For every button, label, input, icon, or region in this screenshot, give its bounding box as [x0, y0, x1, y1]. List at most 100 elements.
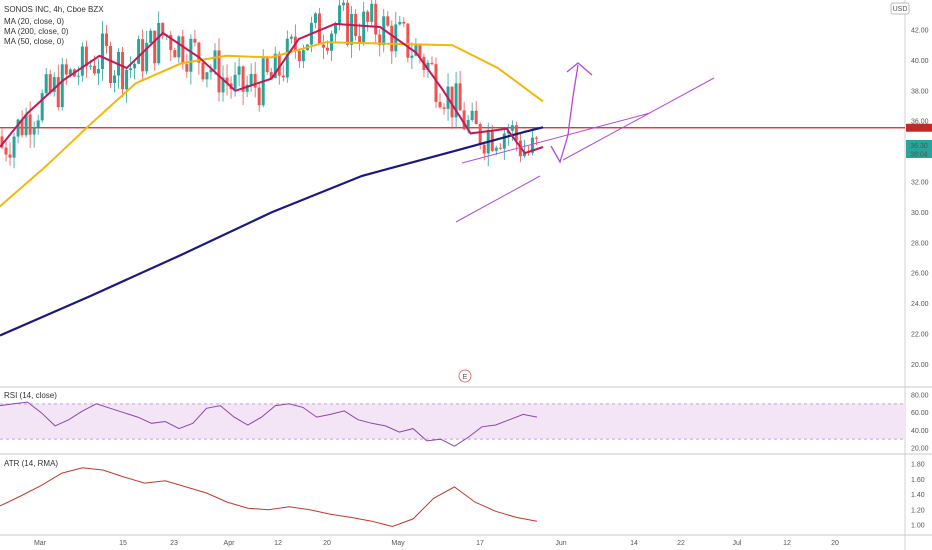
- candle-body: [173, 50, 177, 58]
- candle-body: [350, 14, 354, 45]
- candle-body: [205, 72, 209, 80]
- atr-title: ATR (14, RMA): [4, 459, 58, 468]
- candle-body: [442, 107, 446, 109]
- candle-body: [366, 11, 370, 22]
- candle-body: [502, 133, 506, 149]
- time-tick-label: 12: [783, 540, 791, 547]
- candle-body: [169, 34, 173, 51]
- candle-body: [265, 58, 269, 73]
- candle-body: [301, 50, 305, 62]
- candle-body: [185, 64, 189, 72]
- atr-tick-label: 1.60: [911, 477, 925, 484]
- price-tick-label: 38.00: [911, 88, 929, 95]
- candle-body: [153, 30, 157, 64]
- candle-body: [494, 147, 498, 151]
- candle-body: [157, 22, 161, 64]
- candle-body: [181, 36, 185, 65]
- rsi-tick-label: 20.00: [911, 446, 929, 453]
- price-tick-label: 30.00: [911, 210, 929, 217]
- candle-body: [209, 69, 213, 73]
- atr-tick-label: 1.00: [911, 523, 925, 530]
- candle-body: [40, 93, 44, 121]
- time-tick-label: May: [391, 540, 405, 547]
- wedge-lower-line: [455, 175, 541, 223]
- candle-body: [36, 120, 40, 128]
- ma200-line: [0, 126, 544, 337]
- support-price-label: 35.57: [910, 125, 928, 132]
- candle-body: [338, 5, 342, 25]
- candle-body: [414, 45, 418, 56]
- candle-body: [482, 144, 486, 154]
- candle-body: [141, 39, 145, 72]
- candle-body: [257, 87, 261, 106]
- time-tick-label: 14: [630, 540, 638, 547]
- candle-body: [466, 120, 470, 130]
- candle-body: [145, 42, 149, 72]
- candle-body: [402, 21, 406, 24]
- candle-body: [313, 13, 317, 23]
- candle-body: [281, 75, 285, 78]
- candle-body: [225, 77, 229, 84]
- candle-body: [245, 84, 249, 92]
- candle-body: [426, 62, 430, 70]
- candle-body: [56, 77, 60, 108]
- time-tick-label: 20: [831, 540, 839, 547]
- candle-body: [241, 66, 245, 92]
- candle-body: [470, 110, 474, 121]
- candle-body: [534, 137, 538, 139]
- candle-body: [189, 38, 193, 72]
- rsi-tick-label: 80.00: [911, 393, 929, 400]
- price-tick-label: 22.00: [911, 332, 929, 339]
- candle-body: [277, 53, 281, 76]
- time-tick-label: 22: [677, 540, 685, 547]
- candle-body: [370, 3, 374, 22]
- price-tick-label: 32.00: [911, 180, 929, 187]
- candle-body: [297, 50, 301, 62]
- candle-body: [193, 38, 197, 43]
- candle-body: [221, 77, 225, 93]
- candle-body: [76, 75, 80, 77]
- candle-body: [177, 36, 181, 58]
- candle-body: [530, 137, 534, 153]
- rsi-line: [0, 401, 538, 447]
- time-tick-label: Apr: [224, 540, 236, 547]
- candle-body: [410, 55, 414, 58]
- projection-path: [550, 64, 579, 164]
- candle-body: [346, 2, 350, 45]
- earnings-marker: [458, 369, 472, 383]
- candle-body: [28, 114, 32, 135]
- last-price-sub-label: 38:04: [910, 152, 928, 159]
- price-tick-label: 36.00: [911, 119, 929, 126]
- candle-body: [8, 154, 12, 158]
- candle-body: [398, 21, 402, 25]
- candle-body: [125, 69, 129, 90]
- indicator-legend: MA (50, close, 0): [4, 37, 64, 46]
- atr-line: [0, 467, 538, 528]
- last-price-sub-badge: [906, 150, 932, 158]
- candle-body: [285, 38, 289, 78]
- last-price-badge: [906, 140, 932, 150]
- ma50-line: [0, 41, 544, 208]
- candle-body: [96, 69, 100, 74]
- candle-body: [273, 53, 277, 79]
- candle-body: [108, 46, 112, 83]
- candle-body: [44, 74, 48, 94]
- price-tick-label: 20.00: [911, 362, 929, 369]
- candle-body: [321, 44, 325, 48]
- candle-body: [430, 62, 434, 65]
- candle-body: [462, 110, 466, 130]
- time-tick-label: 20: [323, 540, 331, 547]
- candle-body: [92, 65, 96, 74]
- candle-body: [52, 77, 56, 92]
- candle-body: [201, 62, 205, 80]
- candle-body: [474, 110, 478, 125]
- rsi-band: [0, 403, 905, 440]
- candle-body: [129, 68, 133, 70]
- candle-body: [450, 86, 454, 118]
- price-tick-label: 28.00: [911, 240, 929, 247]
- time-tick-label: Jul: [733, 540, 742, 547]
- candle-body: [137, 39, 141, 64]
